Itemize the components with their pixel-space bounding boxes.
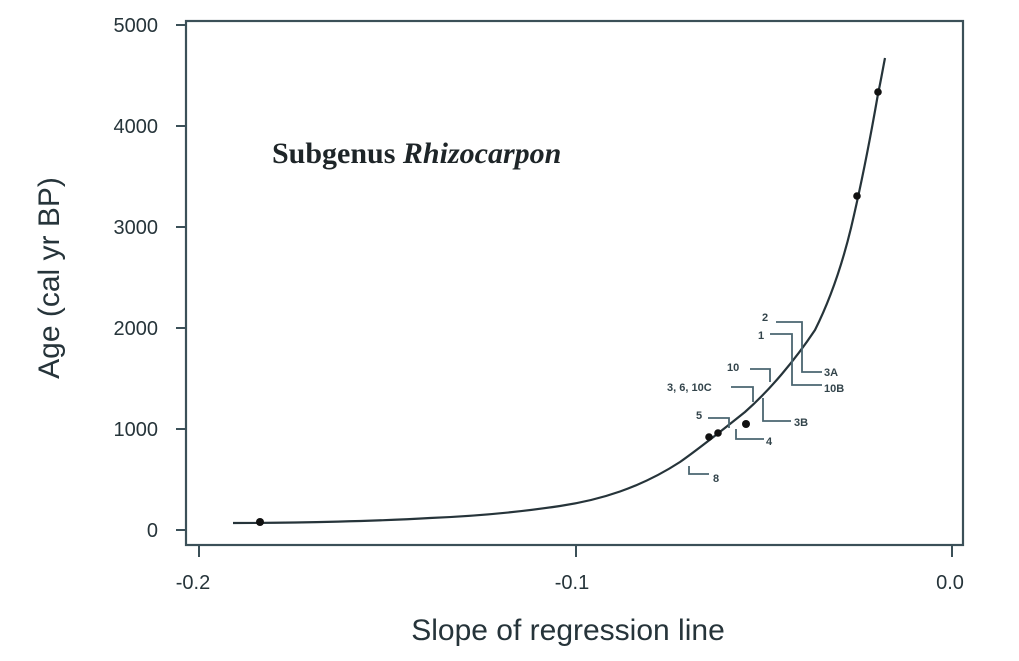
- plot-title-italic: Rhizocarpon: [402, 137, 561, 170]
- annotation-labels: 2 1 10 3, 6, 10C 5 3A 10B 3B 4 8: [667, 312, 844, 485]
- plot-title-regular: Subgenus: [272, 137, 403, 170]
- x-tick-label: -0.2: [176, 572, 210, 594]
- annotation-label: 2: [762, 312, 768, 324]
- annotation-leaders: [688, 321, 822, 475]
- annotation-label: 3, 6, 10C: [667, 382, 712, 394]
- data-point: [256, 518, 264, 526]
- annotation-label: 1: [758, 330, 764, 342]
- annotation-label: 3B: [794, 417, 808, 429]
- fitted-curve: [232, 57, 887, 525]
- y-axis-title: Age (cal yr BP): [33, 177, 66, 379]
- annotation-label: 3A: [824, 367, 838, 379]
- x-axis-title: Slope of regression line: [411, 614, 725, 647]
- data-point: [742, 420, 750, 428]
- y-tick-label: 2000: [114, 318, 159, 340]
- plot-frame: [184, 19, 965, 547]
- annotation-label: 8: [713, 473, 719, 485]
- data-points: [256, 88, 882, 526]
- annotation-label: 10: [727, 362, 739, 374]
- y-axis: 0 1000 2000 3000 4000 5000: [114, 15, 186, 542]
- y-tick-label: 3000: [114, 217, 159, 239]
- annotation-label: 4: [766, 436, 773, 448]
- data-point: [705, 433, 713, 441]
- annotation-label: 5: [696, 410, 702, 422]
- data-point: [874, 88, 882, 96]
- y-tick-label: 5000: [114, 15, 159, 37]
- data-point: [853, 192, 861, 200]
- plot-title: Subgenus Rhizocarpon: [272, 137, 561, 170]
- data-point: [714, 429, 722, 437]
- x-axis: -0.2 -0.1 0.0: [176, 545, 964, 594]
- y-tick-label: 1000: [114, 419, 159, 441]
- y-tick-label: 0: [147, 520, 158, 542]
- x-tick-label: -0.1: [555, 572, 589, 594]
- x-tick-label: 0.0: [936, 572, 964, 594]
- y-tick-label: 4000: [114, 116, 159, 138]
- annotation-label: 10B: [824, 383, 844, 395]
